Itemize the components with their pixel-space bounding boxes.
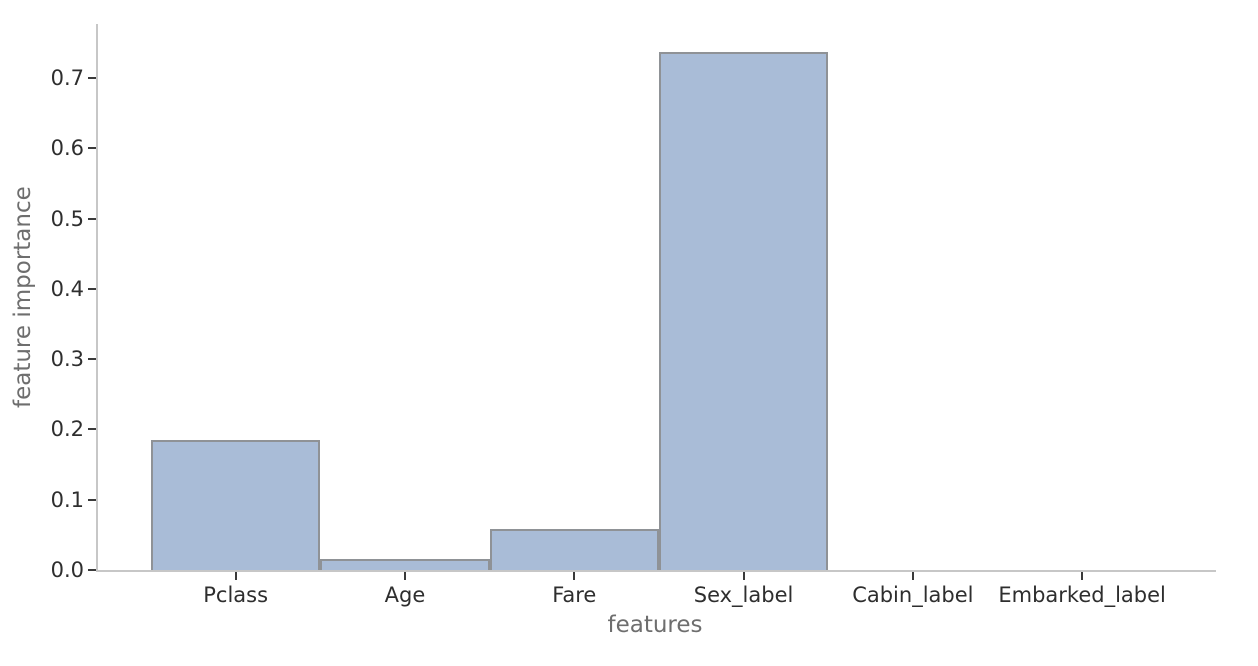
y-tick [88, 428, 96, 431]
y-tick [88, 147, 96, 150]
x-tick [234, 572, 237, 580]
x-tick [1081, 572, 1084, 580]
x-tick [742, 572, 745, 580]
bar-age [320, 558, 490, 570]
plot-area: 0.0 0.1 0.2 0.3 0.4 0.5 0.6 0.7 Pclass Age Fare Sex… [51, 24, 1216, 606]
y-tick-label: 0.3 [50, 347, 84, 372]
y-tick [88, 358, 96, 361]
bar-pclass [151, 440, 321, 570]
x-tick-label: Pclass [203, 583, 269, 607]
bar-sex_label [658, 52, 829, 570]
y-tick [88, 287, 96, 290]
y-tick-label: 0.0 [50, 558, 84, 582]
x-tick-label: Cabin_label [852, 583, 974, 607]
y-tick-label: 0.1 [50, 487, 84, 512]
y-tick-label: 0.7 [50, 66, 84, 91]
bar-fare [489, 529, 659, 570]
y-tick-label: 0.6 [50, 136, 84, 161]
y-tick [88, 498, 96, 501]
y-tick [88, 569, 96, 571]
x-tick-label: Age [384, 583, 426, 607]
x-tick [573, 572, 576, 580]
x-tick [403, 572, 406, 580]
y-tick-label: 0.4 [50, 276, 84, 301]
x-tick-label: Fare [552, 583, 597, 607]
x-tick-label: Sex_label [693, 583, 794, 607]
x-tick-label: Embarked_label [998, 583, 1166, 607]
y-tick-label: 0.5 [50, 206, 84, 231]
y-tick [88, 77, 96, 80]
x-axis-title: features [607, 612, 703, 638]
y-tick-label: 0.2 [50, 417, 84, 442]
x-tick [911, 572, 914, 580]
y-tick [88, 217, 96, 220]
